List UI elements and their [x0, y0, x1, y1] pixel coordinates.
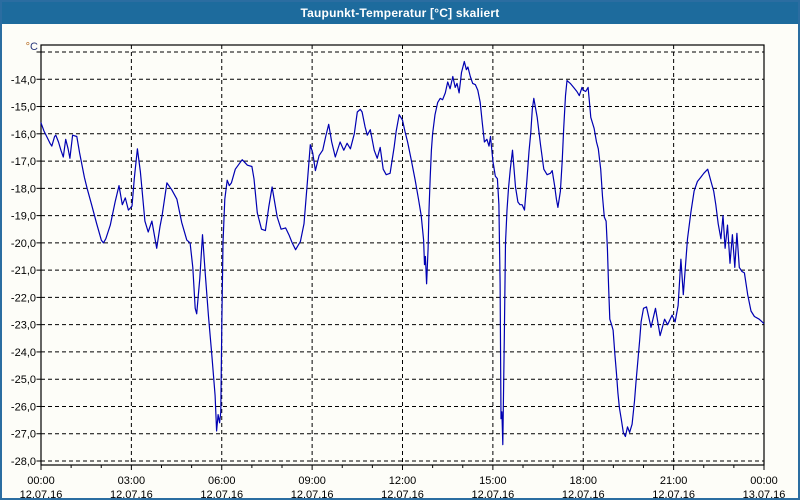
- y-tick-label: -25,0: [11, 374, 36, 386]
- x-tick-date-label: 12.07.16: [652, 489, 695, 500]
- y-tick-label: -18,0: [11, 183, 36, 195]
- window-title-bar: Taupunkt-Temperatur [°C] skaliert: [2, 2, 798, 24]
- x-tick-date-label: 12.07.16: [110, 489, 153, 500]
- x-tick-time-label: 06:00: [208, 475, 236, 487]
- y-tick-label: -27,0: [11, 429, 36, 441]
- x-tick-date-label: 12.07.16: [200, 489, 243, 500]
- window-title: Taupunkt-Temperatur [°C] skaliert: [300, 6, 500, 20]
- chart-canvas: -14,0 -15,0 -16,0 -17,0 -18,0 -19,0 -20,0 -21,0…: [11, 41, 786, 500]
- x-tick-time-label: 15:00: [479, 475, 507, 487]
- x-tick-time-label: 03:00: [118, 475, 146, 487]
- y-tick-label: -16,0: [11, 129, 36, 141]
- series-line: [40, 60, 765, 446]
- x-tick-time-label: 12:00: [389, 475, 417, 487]
- x-tick-date-label: 12.07.16: [291, 489, 334, 500]
- y-tick-label: -17,0: [11, 156, 36, 168]
- x-tick-time-label: 00:00: [27, 475, 55, 487]
- y-tick-label: -26,0: [11, 401, 36, 413]
- x-tick-date-label: 12.07.16: [381, 489, 424, 500]
- x-tick-time-label: 00:00: [750, 475, 778, 487]
- x-tick-date-label: 13.07.16: [743, 489, 786, 500]
- x-tick-time-label: 18:00: [569, 475, 597, 487]
- y-tick-label: -28,0: [11, 456, 36, 468]
- x-tick-time-label: 21:00: [660, 475, 688, 487]
- x-tick-date-label: 12.07.16: [471, 489, 514, 500]
- x-tick-date-label: 12.07.16: [20, 489, 63, 500]
- y-tick-label: -22,0: [11, 292, 36, 304]
- y-tick-label: -19,0: [11, 211, 36, 223]
- y-tick-label: -21,0: [11, 265, 36, 277]
- y-tick-label: -23,0: [11, 320, 36, 332]
- y-tick-label: -20,0: [11, 238, 36, 250]
- x-tick-date-label: 12.07.16: [562, 489, 605, 500]
- y-tick-label: -24,0: [11, 347, 36, 359]
- y-tick-label: -15,0: [11, 102, 36, 114]
- x-tick-time-label: 09:00: [298, 475, 326, 487]
- y-tick-label: -14,0: [11, 74, 36, 86]
- y-axis-unit-label: °C: [26, 41, 38, 53]
